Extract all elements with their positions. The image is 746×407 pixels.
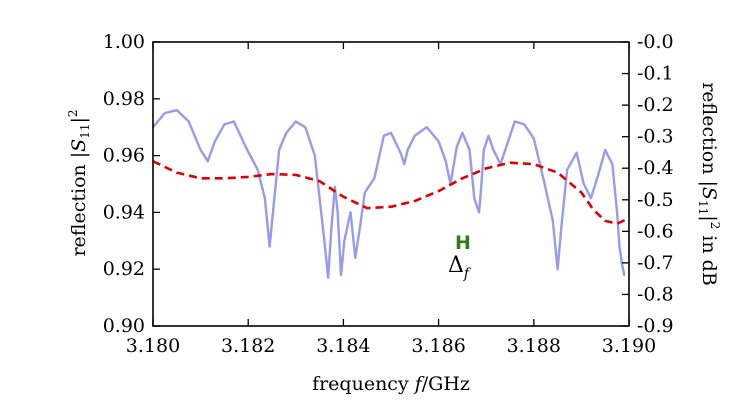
x-axis-title: frequency f/GHz: [312, 373, 470, 395]
x-tick-label: 3.182: [221, 335, 275, 357]
y-tick-label-right: -0.4: [637, 157, 674, 179]
y-tick-label-right: -0.0: [637, 31, 674, 53]
y-axis-title-left: reflection |S11|2: [66, 109, 92, 256]
plot-frame: [152, 41, 630, 327]
y-tick-label-right: -0.9: [637, 315, 674, 337]
y-tick-label-right: -0.5: [637, 189, 674, 211]
series-line-solid: [151, 108, 626, 279]
x-tick-label: 3.180: [126, 335, 180, 357]
marker-label-h: H: [455, 232, 471, 254]
y-tick-label-left: 0.98: [103, 88, 145, 110]
series-line-dashed: [152, 160, 630, 226]
y-tick-label-right: -0.1: [637, 63, 674, 85]
x-tick-label: 3.186: [411, 335, 465, 357]
y-tick-label-left: 0.94: [103, 201, 145, 223]
y-axis-title-right: reflection |S11|2 in dB: [696, 82, 722, 286]
y-tick-label-left: 0.90: [103, 315, 145, 337]
y-tick-label-right: -0.3: [637, 126, 674, 148]
y-tick-label-left: 1.00: [103, 31, 145, 53]
chart-axes: 3.180 3.182 3.184 3.186 3.188 3.190 0.90 0.92 0.…: [103, 31, 674, 357]
delta-f-annotation: Δf: [448, 253, 472, 282]
y-tick-label-left: 0.92: [103, 258, 145, 280]
x-tick-label: 3.190: [602, 335, 656, 357]
y-tick-label-right: -0.7: [637, 252, 674, 274]
y-tick-label-right: -0.6: [637, 220, 674, 242]
y-tick-label-right: -0.8: [637, 283, 674, 305]
x-tick-label: 3.188: [507, 335, 561, 357]
y-tick-label-right: -0.2: [637, 94, 674, 116]
chart-marks: [151, 108, 630, 279]
y-tick-label-left: 0.96: [103, 145, 145, 167]
x-tick-label: 3.184: [316, 335, 370, 357]
